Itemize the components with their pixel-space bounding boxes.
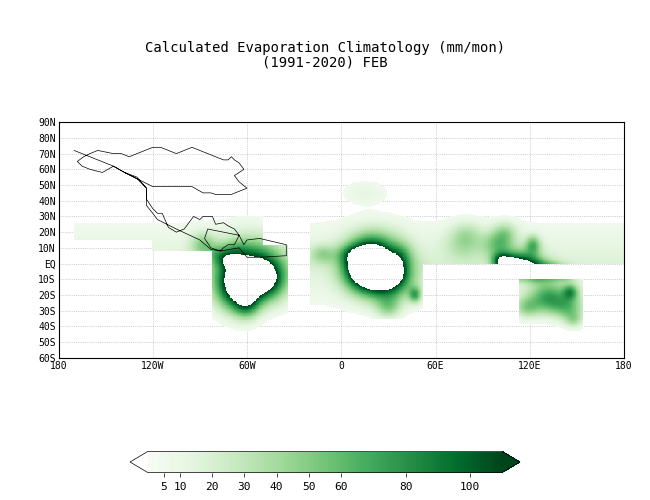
PathPatch shape xyxy=(130,452,148,472)
Text: (1991-2020) FEB: (1991-2020) FEB xyxy=(262,56,388,70)
PathPatch shape xyxy=(502,452,520,472)
Text: Calculated Evaporation Climatology (mm/mon): Calculated Evaporation Climatology (mm/m… xyxy=(145,41,505,55)
